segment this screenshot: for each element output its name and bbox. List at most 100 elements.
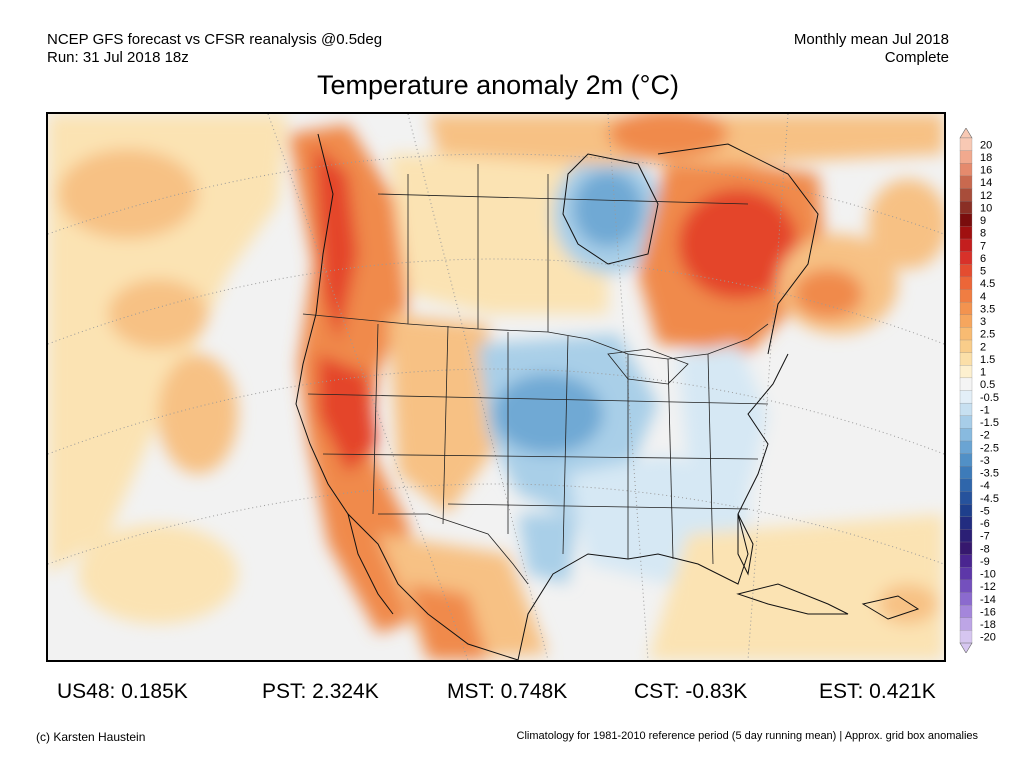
period-label: Monthly mean Jul 2018 bbox=[793, 31, 949, 48]
colorbar-max-arrow bbox=[959, 128, 973, 139]
political-borders bbox=[302, 164, 769, 585]
colorbar-swatch bbox=[959, 554, 973, 568]
colorbar-swatch bbox=[959, 415, 973, 429]
anomaly-map-svg bbox=[48, 114, 944, 660]
colorbar-swatch bbox=[959, 327, 973, 341]
colorbar-swatch bbox=[959, 592, 973, 606]
run-time: Run: 31 Jul 2018 18z bbox=[47, 49, 189, 66]
colorbar-tick-label: -16 bbox=[980, 606, 996, 618]
colorbar-min-arrow bbox=[959, 642, 973, 653]
region-pst: PST: 2.324K bbox=[262, 680, 379, 703]
colorbar-tick-label: -12 bbox=[980, 581, 996, 593]
colorbar-swatch bbox=[959, 226, 973, 240]
colorbar-tick-label: -5 bbox=[980, 505, 990, 517]
colorbar-tick-label: 12 bbox=[980, 190, 992, 202]
colorbar-tick-label: 20 bbox=[980, 139, 992, 151]
colorbar-tick-label: 3 bbox=[980, 316, 986, 328]
colorbar-swatch bbox=[959, 428, 973, 442]
colorbar-tick-label: -20 bbox=[980, 632, 996, 644]
colorbar-tick-label: 16 bbox=[980, 165, 992, 177]
colorbar-swatch bbox=[959, 339, 973, 354]
colorbar-tick-label: -8 bbox=[980, 543, 990, 555]
graticule bbox=[48, 114, 944, 660]
header-info-left: NCEP GFS forecast vs CFSR reanalysis @0.… bbox=[47, 31, 382, 67]
colorbar-swatch bbox=[959, 251, 973, 265]
colorbar-tick-label: -4.5 bbox=[980, 493, 999, 505]
colorbar-tick-label: 14 bbox=[980, 177, 992, 189]
coastlines bbox=[295, 133, 920, 660]
colorbar-swatch bbox=[959, 541, 973, 556]
colorbar-tick-label: -2 bbox=[980, 430, 990, 442]
colorbar-swatch bbox=[959, 289, 973, 303]
colorbar-tick-label: 6 bbox=[980, 253, 986, 265]
colorbar-tick-label: -0.5 bbox=[980, 392, 999, 404]
colorbar-tick-label: -14 bbox=[980, 594, 996, 606]
colorbar-tick-label: 4.5 bbox=[980, 278, 995, 290]
colorbar-labels: 201816141210987654.543.532.521.510.5-0.5… bbox=[980, 139, 999, 643]
colorbar-tick-label: 7 bbox=[980, 240, 986, 252]
colorbar-swatch bbox=[959, 188, 973, 202]
colorbar-tick-label: 1.5 bbox=[980, 354, 995, 366]
map-title: Temperature anomaly 2m (°C) bbox=[317, 70, 679, 100]
colorbar-swatch bbox=[959, 238, 973, 253]
colorbar-swatch bbox=[959, 352, 973, 366]
colorbar-swatch bbox=[959, 301, 973, 316]
colorbar-swatch bbox=[959, 529, 973, 543]
colorbar-swatch bbox=[959, 213, 973, 227]
colorbar-tick-label: -4 bbox=[980, 480, 990, 492]
colorbar-tick-label: 1 bbox=[980, 367, 986, 379]
colorbar-tick-label: -18 bbox=[980, 619, 996, 631]
header-info-right: Monthly mean Jul 2018 Complete bbox=[794, 31, 949, 67]
colorbar-tick-label: -1 bbox=[980, 404, 990, 416]
model-description: NCEP GFS forecast vs CFSR reanalysis @0.… bbox=[47, 31, 383, 48]
colorbar-swatch bbox=[959, 365, 973, 379]
colorbar-tick-label: -10 bbox=[980, 569, 996, 581]
colorbar-swatch bbox=[959, 503, 973, 518]
colorbar-swatches bbox=[959, 128, 973, 653]
status-label: Complete bbox=[884, 49, 949, 66]
colorbar-tick-label: -2.5 bbox=[980, 442, 999, 454]
region-est: EST: 0.421K bbox=[819, 680, 936, 703]
colorbar-swatch bbox=[959, 276, 973, 290]
colorbar-swatch bbox=[959, 617, 973, 631]
colorbar-tick-label: 2.5 bbox=[980, 329, 995, 341]
colorbar-swatch bbox=[959, 516, 973, 530]
colorbar-swatch bbox=[959, 264, 973, 278]
colorbar-tick-label: -6 bbox=[980, 518, 990, 530]
colorbar-swatch bbox=[959, 390, 973, 404]
colorbar-tick-label: -7 bbox=[980, 531, 990, 543]
colorbar-tick-label: -3 bbox=[980, 455, 990, 467]
colorbar-swatch bbox=[959, 163, 973, 177]
colorbar-tick-label: 2 bbox=[980, 341, 986, 353]
colorbar-tick-label: 0.5 bbox=[980, 379, 995, 391]
colorbar-tick-label: 8 bbox=[980, 228, 986, 240]
colorbar-swatch bbox=[959, 491, 973, 505]
colorbar-swatch bbox=[959, 453, 973, 467]
colorbar-swatch bbox=[959, 440, 973, 455]
colorbar-tick-label: 4 bbox=[980, 291, 986, 303]
colorbar-tick-label: 5 bbox=[980, 266, 986, 278]
anomaly-map bbox=[46, 112, 946, 662]
colorbar-swatch bbox=[959, 402, 973, 417]
colorbar-tick-label: 10 bbox=[980, 202, 992, 214]
colorbar-swatch bbox=[959, 137, 973, 152]
credit-text: (c) Karsten Haustein bbox=[36, 730, 146, 744]
colorbar-swatch bbox=[959, 478, 973, 492]
colorbar-tick-label: -3.5 bbox=[980, 468, 999, 480]
colorbar-swatch bbox=[959, 150, 973, 164]
colorbar-swatch bbox=[959, 200, 973, 215]
colorbar: 201816141210987654.543.532.521.510.5-0.5… bbox=[959, 128, 999, 653]
colorbar-tick-label: 9 bbox=[980, 215, 986, 227]
colorbar-tick-label: 3.5 bbox=[980, 303, 995, 315]
colorbar-swatch bbox=[959, 604, 973, 619]
colorbar-tick-label: -1.5 bbox=[980, 417, 999, 429]
anomaly-field bbox=[48, 114, 944, 660]
colorbar-tick-label: 18 bbox=[980, 152, 992, 164]
colorbar-swatch bbox=[959, 314, 973, 328]
colorbar-swatch bbox=[959, 175, 973, 189]
colorbar-swatch bbox=[959, 466, 973, 480]
colorbar-swatch bbox=[959, 567, 973, 581]
region-cst: CST: -0.83K bbox=[634, 680, 748, 703]
colorbar-swatch bbox=[959, 579, 973, 593]
climatology-note: Climatology for 1981-2010 reference peri… bbox=[516, 730, 978, 742]
